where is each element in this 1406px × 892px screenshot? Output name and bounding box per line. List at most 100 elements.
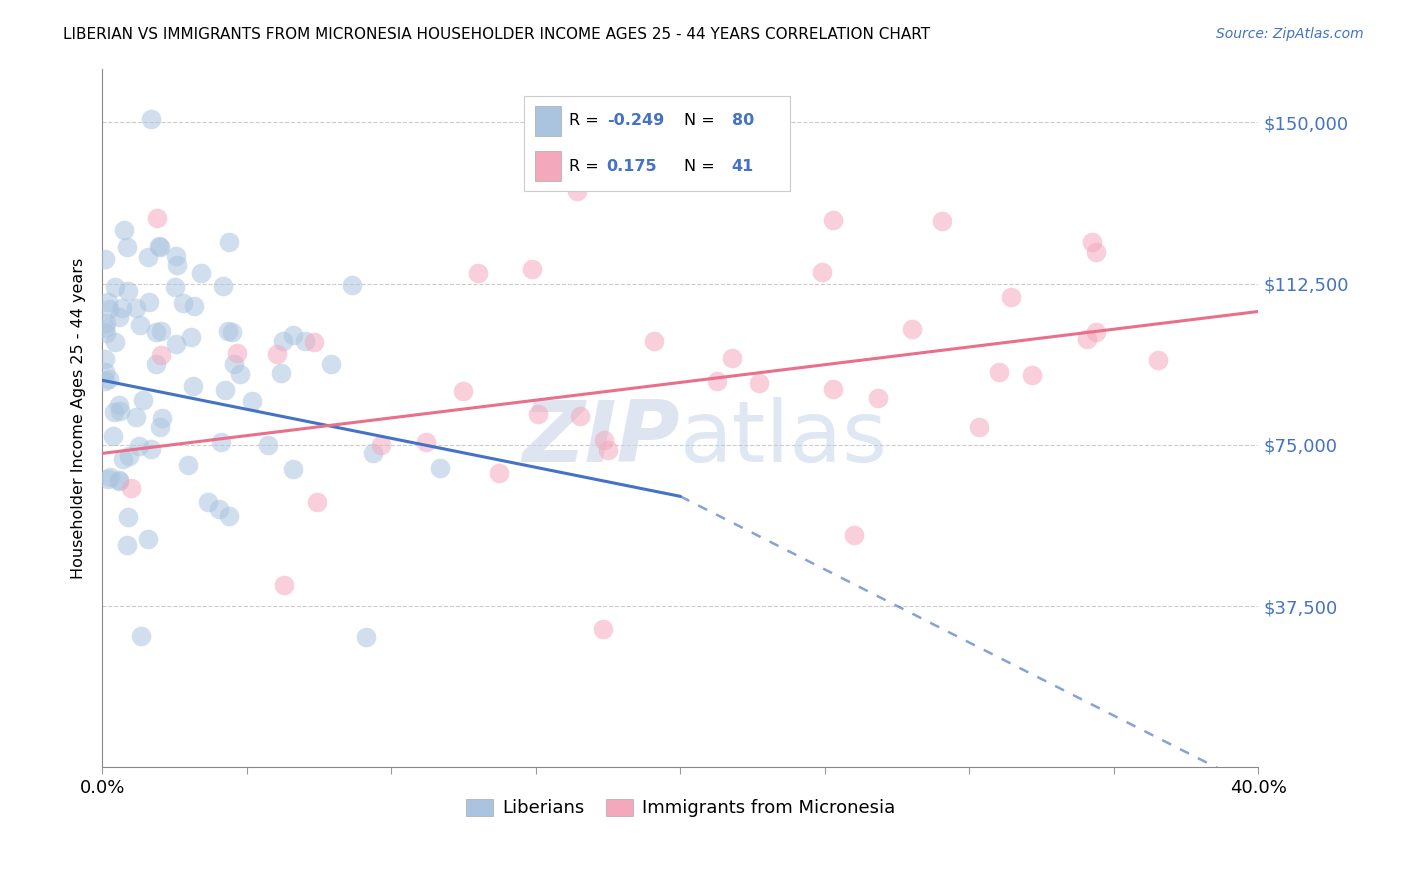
Point	[226, 345, 249, 359]
Point	[97, 472, 120, 486]
Point	[283, 327, 305, 342]
Point	[256, 438, 278, 452]
Point	[211, 435, 233, 450]
Point	[821, 213, 844, 227]
Point	[179, 330, 201, 344]
Point	[112, 452, 135, 467]
Point	[844, 528, 866, 542]
Point	[266, 347, 288, 361]
Point	[145, 325, 167, 339]
Point	[488, 466, 510, 480]
Point	[218, 508, 240, 523]
Point	[98, 301, 121, 316]
Point	[1081, 235, 1104, 250]
Point	[1147, 353, 1170, 368]
Point	[214, 384, 236, 398]
Point	[721, 351, 744, 365]
Point	[271, 334, 294, 348]
Point	[165, 337, 187, 351]
Point	[115, 538, 138, 552]
Point	[110, 301, 132, 315]
Text: ZIP: ZIP	[523, 397, 681, 481]
Point	[370, 438, 392, 452]
Point	[139, 112, 162, 126]
Point	[103, 405, 125, 419]
Point	[165, 279, 187, 293]
Point	[94, 365, 117, 379]
Point	[94, 351, 117, 366]
Point	[305, 495, 328, 509]
Point	[128, 439, 150, 453]
Point	[565, 184, 588, 198]
Point	[429, 461, 451, 475]
Point	[1084, 326, 1107, 340]
Point	[177, 458, 200, 472]
Point	[900, 321, 922, 335]
Point	[283, 461, 305, 475]
Point	[108, 399, 131, 413]
Point	[321, 357, 343, 371]
Point	[1000, 290, 1022, 304]
Point	[1076, 332, 1098, 346]
Point	[810, 265, 832, 279]
Point	[197, 495, 219, 509]
Point	[527, 408, 550, 422]
Point	[118, 449, 141, 463]
Point	[136, 251, 159, 265]
Point	[129, 629, 152, 643]
Point	[212, 279, 235, 293]
Point	[172, 295, 194, 310]
Point	[340, 278, 363, 293]
Point	[138, 295, 160, 310]
Point	[149, 240, 172, 254]
Point	[152, 410, 174, 425]
Point	[125, 410, 148, 425]
Point	[145, 357, 167, 371]
Point	[117, 284, 139, 298]
Point	[149, 324, 172, 338]
Text: LIBERIAN VS IMMIGRANTS FROM MICRONESIA HOUSEHOLDER INCOME AGES 25 - 44 YEARS COR: LIBERIAN VS IMMIGRANTS FROM MICRONESIA H…	[63, 27, 931, 42]
Point	[104, 335, 127, 350]
Point	[141, 442, 163, 456]
Point	[218, 235, 240, 249]
Point	[125, 301, 148, 316]
Point	[97, 295, 120, 310]
Point	[94, 316, 117, 330]
Point	[294, 334, 316, 348]
Point	[593, 433, 616, 447]
Point	[117, 510, 139, 524]
Point	[988, 365, 1011, 379]
Point	[1085, 244, 1108, 259]
Point	[107, 474, 129, 488]
Point	[240, 394, 263, 409]
Point	[229, 368, 252, 382]
Y-axis label: Householder Income Ages 25 - 44 years: Householder Income Ages 25 - 44 years	[72, 257, 86, 579]
Point	[270, 366, 292, 380]
Point	[748, 376, 770, 390]
Point	[354, 630, 377, 644]
Point	[103, 429, 125, 443]
Point	[110, 403, 132, 417]
Point	[868, 391, 890, 405]
Point	[592, 622, 614, 636]
Point	[121, 481, 143, 495]
Point	[222, 358, 245, 372]
Point	[94, 374, 117, 388]
Point	[108, 473, 131, 487]
Point	[596, 443, 619, 458]
Point	[94, 326, 117, 340]
Point	[98, 469, 121, 483]
Point	[415, 435, 437, 450]
Point	[706, 374, 728, 388]
Point	[190, 266, 212, 280]
Point	[1021, 368, 1043, 383]
Point	[643, 334, 665, 348]
Point	[117, 240, 139, 254]
Text: atlas: atlas	[681, 397, 889, 481]
Point	[522, 262, 544, 277]
Point	[217, 324, 239, 338]
Point	[181, 378, 204, 392]
Point	[94, 321, 117, 335]
Point	[132, 393, 155, 408]
Text: Source: ZipAtlas.com: Source: ZipAtlas.com	[1216, 27, 1364, 41]
